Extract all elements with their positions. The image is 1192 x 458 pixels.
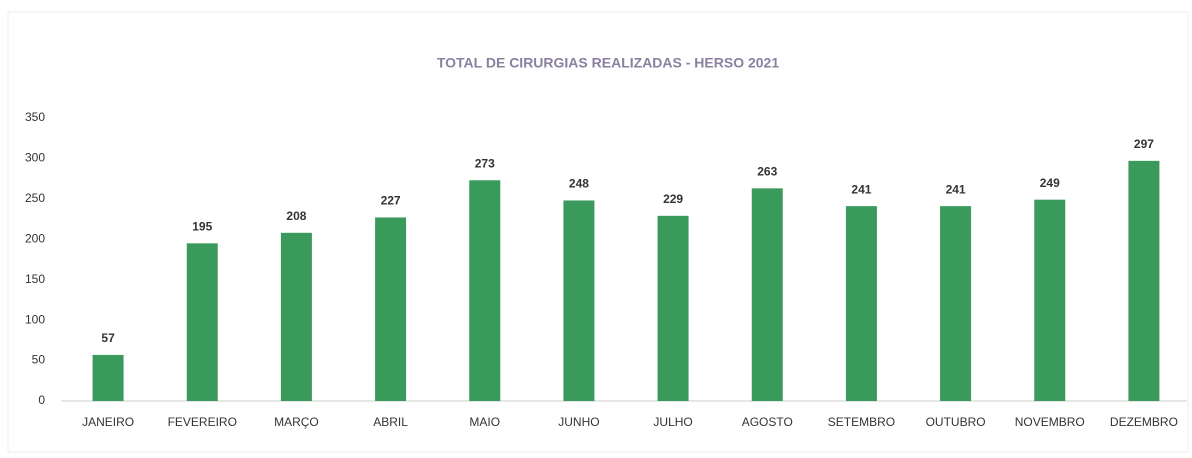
value-label: 273 xyxy=(475,156,495,170)
x-tick-label: ABRIL xyxy=(373,415,408,429)
y-tick-label: 350 xyxy=(25,110,45,124)
x-tick-label: OUTUBRO xyxy=(926,415,986,429)
bar xyxy=(751,188,783,401)
x-tick-label: DEZEMBRO xyxy=(1110,415,1178,429)
x-tick-label: MAIO xyxy=(469,415,500,429)
y-tick-label: 150 xyxy=(25,272,45,286)
value-label: 208 xyxy=(286,209,306,223)
x-tick-label: JANEIRO xyxy=(82,415,134,429)
bar xyxy=(563,200,595,401)
chart-title: TOTAL DE CIRURGIAS REALIZADAS - HERSO 20… xyxy=(437,55,779,71)
y-tick-label: 100 xyxy=(25,312,45,326)
x-tick-label: NOVEMBRO xyxy=(1015,415,1085,429)
value-label: 263 xyxy=(757,165,777,179)
value-label: 248 xyxy=(569,177,589,191)
x-tick-label: JULHO xyxy=(653,415,692,429)
value-label: 229 xyxy=(663,192,683,206)
x-tick-label: MARÇO xyxy=(274,415,319,429)
bar xyxy=(1128,160,1160,401)
bar xyxy=(375,217,407,401)
bar xyxy=(845,206,877,401)
bar xyxy=(940,206,972,401)
value-label: 195 xyxy=(192,220,212,234)
x-tick-label: SETEMBRO xyxy=(828,415,895,429)
chart-frame xyxy=(7,11,1189,453)
value-label: 57 xyxy=(101,331,115,345)
y-tick-label: 300 xyxy=(25,151,45,165)
bar xyxy=(92,354,124,401)
bar xyxy=(280,232,312,401)
y-tick-label: 50 xyxy=(32,353,46,367)
bar xyxy=(469,180,501,401)
bar xyxy=(1034,199,1066,401)
bar xyxy=(186,243,218,401)
x-tick-label: FEVEREIRO xyxy=(168,415,237,429)
y-tick-label: 250 xyxy=(25,191,45,205)
value-label: 297 xyxy=(1134,137,1154,151)
value-label: 227 xyxy=(381,194,401,208)
value-label: 241 xyxy=(946,182,966,196)
x-tick-label: JUNHO xyxy=(558,415,599,429)
value-label: 249 xyxy=(1040,176,1060,190)
x-tick-label: AGOSTO xyxy=(742,415,793,429)
y-tick-label: 200 xyxy=(25,231,45,245)
value-label: 241 xyxy=(851,182,871,196)
y-tick-label: 0 xyxy=(38,393,45,407)
bar xyxy=(657,215,689,401)
